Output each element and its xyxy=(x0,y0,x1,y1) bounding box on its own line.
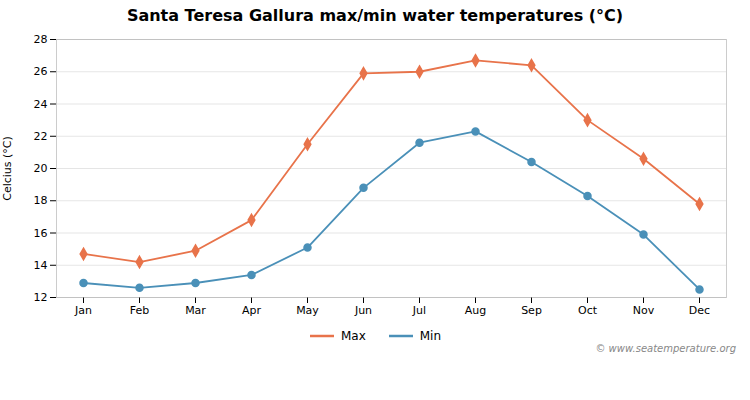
svg-text:18: 18 xyxy=(34,194,48,207)
svg-text:Jul: Jul xyxy=(412,304,426,317)
svg-text:Feb: Feb xyxy=(130,304,149,317)
svg-text:Sep: Sep xyxy=(521,304,542,317)
html-text:Santa Teresa Gallura max/min w: Santa Teresa Gallura max/min water tempe… xyxy=(126,6,624,25)
svg-text:20: 20 xyxy=(34,162,48,175)
svg-text:Jun: Jun xyxy=(354,304,372,317)
svg-text:24: 24 xyxy=(34,98,48,111)
html-text:Min: Min xyxy=(419,329,441,343)
svg-text:26: 26 xyxy=(34,65,48,78)
svg-text:Dec: Dec xyxy=(689,304,710,317)
svg-text:Apr: Apr xyxy=(242,304,262,317)
svg-text:Jan: Jan xyxy=(74,304,92,317)
svg-text:Mar: Mar xyxy=(185,304,206,317)
svg-text:Celcius (°C): Celcius (°C) xyxy=(1,136,14,201)
html-text:© www.seatemperature.org: © www.seatemperature.org xyxy=(595,343,736,354)
svg-text:Aug: Aug xyxy=(465,304,486,317)
svg-text:Oct: Oct xyxy=(578,304,598,317)
svg-text:May: May xyxy=(296,304,319,317)
svg-text:14: 14 xyxy=(34,259,48,272)
svg-text:22: 22 xyxy=(34,130,48,143)
svg-text:Nov: Nov xyxy=(633,304,655,317)
svg-text:28: 28 xyxy=(34,33,48,46)
svg-text:12: 12 xyxy=(34,291,48,304)
svg-text:16: 16 xyxy=(34,227,48,240)
html-text:Max: Max xyxy=(340,329,366,343)
